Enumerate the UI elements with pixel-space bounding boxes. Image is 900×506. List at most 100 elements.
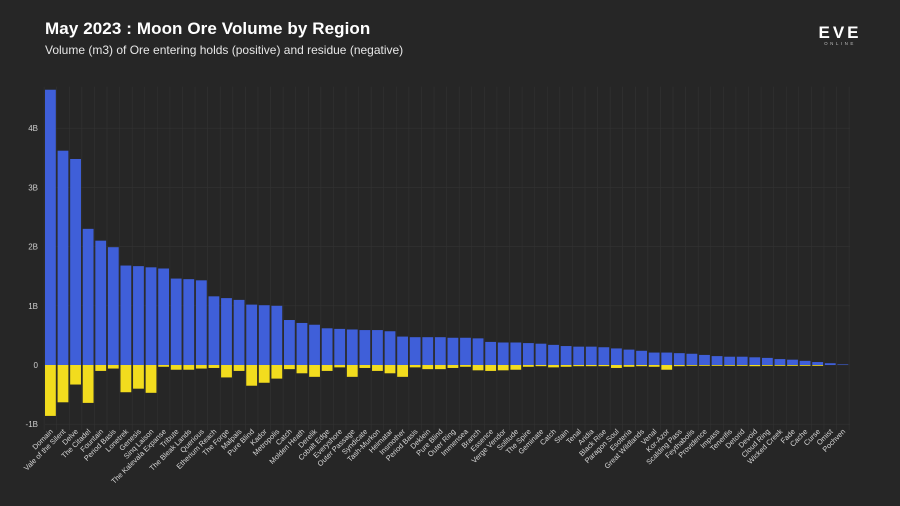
bar-positive (497, 342, 509, 365)
chart-title: May 2023 : Moon Ore Volume by Region (45, 19, 371, 38)
bar-positive (548, 344, 559, 365)
bar-positive (372, 330, 383, 365)
bar-negative (183, 365, 195, 370)
bar-positive (346, 329, 358, 365)
chart-subtitle: Volume (m3) of Ore entering holds (posit… (45, 43, 404, 57)
grid-lines (43, 86, 850, 431)
bar-negative (321, 365, 333, 371)
bar-negative (120, 365, 132, 393)
bar-positive (749, 357, 761, 365)
bar-positive (761, 357, 773, 365)
bar-negative (447, 365, 459, 368)
y-tick-label: -1B (26, 420, 38, 429)
bar-positive (611, 348, 622, 365)
bar-negative (70, 365, 81, 385)
bar-positive (460, 337, 471, 365)
bar-negative (699, 365, 710, 366)
bar-negative (460, 365, 471, 367)
bar-negative (434, 365, 446, 370)
bar-negative (787, 365, 798, 366)
bar-negative (246, 365, 258, 386)
y-tick-label: 0 (34, 361, 39, 370)
logo-main-text: EVE (818, 23, 862, 42)
bar-positive (573, 346, 585, 365)
bar-positive (837, 364, 849, 365)
bar-negative (422, 365, 434, 370)
bar-negative (271, 365, 283, 379)
bar-negative (57, 365, 69, 403)
bar-positive (271, 305, 283, 365)
bar-negative (397, 365, 409, 377)
bar-negative (799, 365, 811, 366)
bar-positive (384, 331, 396, 365)
bar-positive (133, 266, 144, 365)
bar-negative (749, 365, 761, 367)
bar-negative (761, 365, 773, 366)
bar-positive (724, 356, 736, 365)
bars (45, 89, 849, 416)
bar-positive (359, 330, 371, 365)
bar-positive (472, 338, 484, 365)
y-tick-label: 1B (28, 302, 38, 311)
logo-sub-text: ONLINE (824, 41, 856, 46)
bar-negative (158, 365, 170, 367)
bar-negative (585, 365, 597, 367)
bar-negative (661, 365, 673, 370)
bar-negative (384, 365, 396, 374)
bar-negative (95, 365, 107, 371)
bar-negative (346, 365, 358, 377)
bar-negative (573, 365, 585, 367)
bar-positive (673, 353, 685, 365)
bar-positive (623, 349, 635, 365)
bar-positive (70, 158, 81, 365)
bar-negative (560, 365, 572, 367)
bar-positive (246, 304, 258, 365)
bar-negative (195, 365, 207, 369)
bar-positive (283, 320, 295, 365)
bar-negative (598, 365, 610, 367)
bar-positive (309, 324, 320, 365)
bar-positive (195, 280, 207, 365)
bar-positive (397, 336, 409, 365)
bar-positive (57, 150, 69, 365)
bar-negative (208, 365, 220, 368)
bar-positive (699, 354, 710, 365)
bar-negative (510, 365, 522, 370)
bar-positive (774, 359, 786, 365)
bar-negative (472, 365, 484, 371)
bar-positive (45, 89, 56, 365)
bar-negative (686, 365, 698, 366)
bar-positive (82, 228, 94, 365)
bar-positive (522, 343, 534, 365)
bar-negative (107, 365, 119, 369)
bar-negative (258, 365, 270, 383)
bar-positive (560, 346, 572, 365)
bar-positive (585, 346, 597, 365)
bar-positive (485, 341, 497, 365)
y-tick-label: 3B (28, 183, 38, 192)
bar-negative (522, 365, 534, 367)
bar-positive (334, 328, 346, 365)
bar-negative (233, 365, 245, 371)
bar-positive (145, 267, 157, 365)
bar-positive (447, 337, 459, 365)
bar-negative (736, 365, 748, 366)
bar-positive (686, 353, 698, 365)
bar-positive (321, 328, 333, 365)
bar-negative (409, 365, 421, 368)
bar-negative (334, 365, 346, 368)
bar-negative (535, 365, 547, 367)
bar-positive (221, 298, 232, 365)
bar-negative (133, 365, 144, 389)
bar-positive (799, 360, 811, 365)
bar-positive (812, 362, 824, 365)
bar-positive (107, 247, 119, 365)
bar-negative (673, 365, 685, 367)
bar-positive (183, 279, 195, 365)
bar-positive (158, 268, 170, 365)
bar-negative (497, 365, 509, 371)
bar-positive (598, 347, 610, 365)
bar-positive (170, 278, 182, 365)
